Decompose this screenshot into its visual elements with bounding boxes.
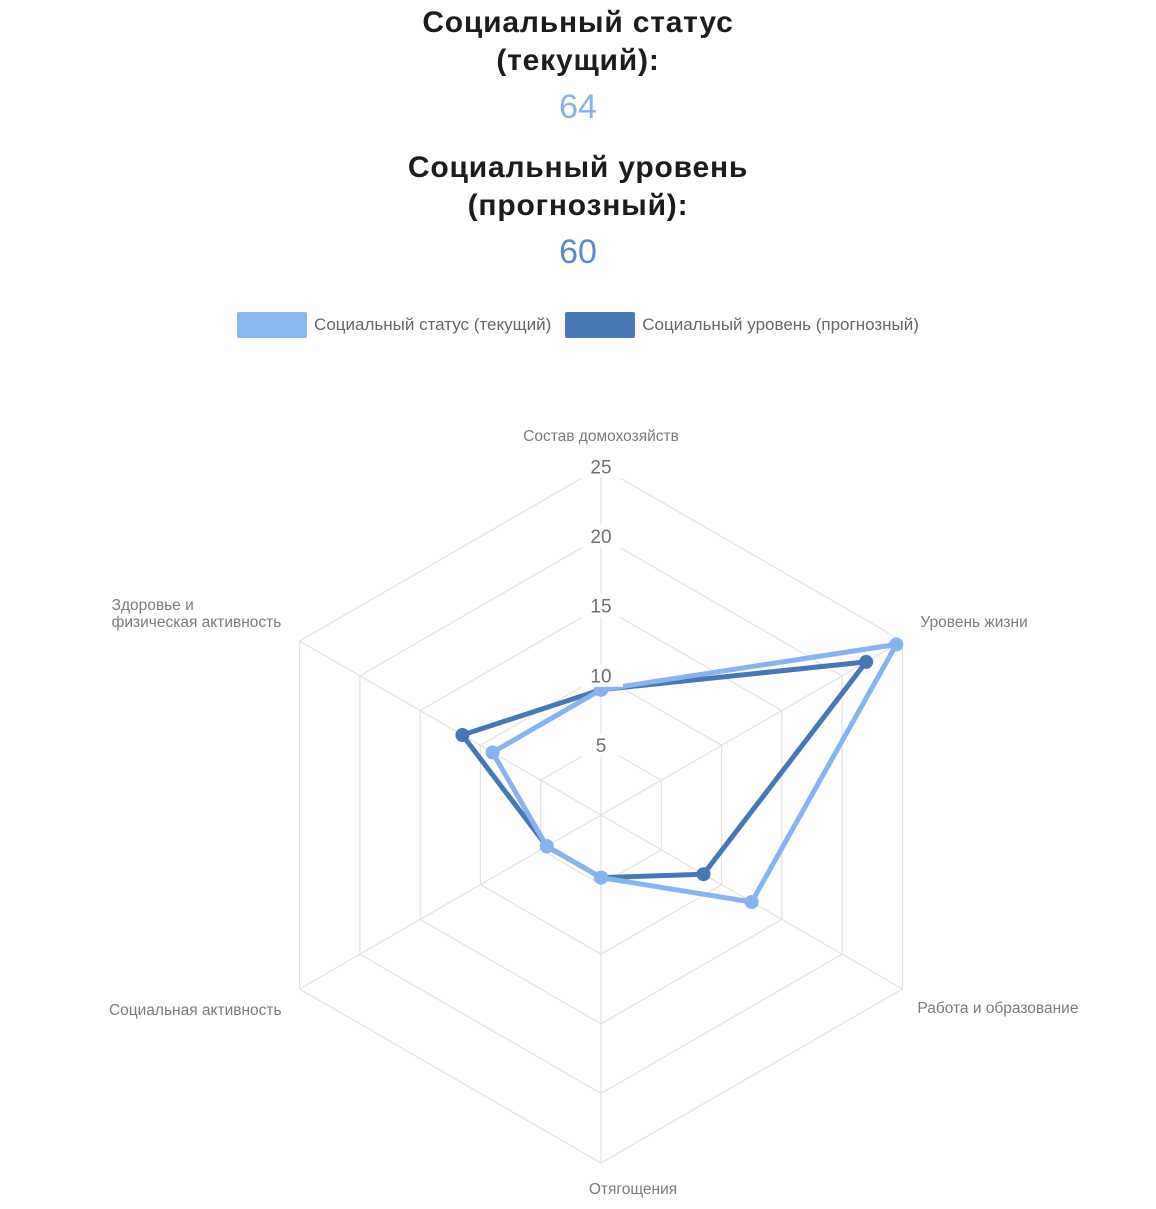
data-point-current bbox=[889, 637, 904, 652]
data-point-forecast bbox=[455, 728, 470, 742]
axis-label: Состав домохозяйств bbox=[523, 428, 679, 445]
axis-spoke bbox=[299, 814, 602, 990]
tick-backdrop bbox=[579, 455, 623, 478]
current-status-title: Социальный статус (текущий): bbox=[422, 6, 734, 77]
legend-label-forecast: Социальный уровень (прогнозный) bbox=[642, 315, 919, 334]
tick-label: 10 bbox=[590, 666, 611, 687]
current-status-value: 64 bbox=[559, 88, 597, 126]
legend-item-current[interactable]: Социальный статус (текущий) bbox=[237, 312, 551, 338]
axis-spoke bbox=[600, 640, 903, 816]
tick-label: 20 bbox=[590, 527, 611, 548]
legend-swatch-forecast bbox=[565, 312, 636, 338]
data-point-forecast bbox=[696, 867, 711, 882]
axis-spoke bbox=[299, 640, 602, 816]
radar-chart: 5 10 15 20 25 Состав домохозяйств Уровень жизн… bbox=[109, 428, 1079, 1198]
tick-backdrop bbox=[579, 663, 623, 687]
tick-backdrop bbox=[579, 524, 623, 548]
axis-label: Работа и образование bbox=[917, 1000, 1078, 1017]
axis-label: физическая активность bbox=[112, 614, 282, 631]
axis-label: Социальная активность bbox=[109, 1002, 282, 1019]
data-point-forecast bbox=[859, 654, 874, 669]
forecast-level-title: Социальный уровень (прогнозный): bbox=[407, 151, 749, 222]
legend-item-forecast[interactable]: Социальный уровень (прогнозный) bbox=[565, 312, 919, 338]
tick-label: 5 bbox=[596, 736, 607, 757]
axis-label: Отягощения bbox=[589, 1181, 677, 1198]
tick-label: 25 bbox=[590, 458, 611, 479]
legend-swatch-current bbox=[237, 312, 308, 338]
tick-backdrop bbox=[579, 733, 623, 757]
chart-legend: Социальный статус (текущий) Социальный у… bbox=[0, 312, 1156, 338]
tick-label: 15 bbox=[590, 597, 611, 618]
data-point-current bbox=[594, 870, 608, 885]
data-point-current bbox=[539, 839, 554, 854]
axis-label: Здоровье и bbox=[112, 597, 194, 614]
tick-backdrop bbox=[579, 594, 623, 618]
data-point-current bbox=[744, 895, 759, 909]
legend-label-current: Социальный статус (текущий) bbox=[314, 315, 552, 334]
axis-label: Уровень жизни bbox=[920, 614, 1027, 631]
forecast-level-value: 60 bbox=[559, 233, 597, 271]
data-point-current bbox=[485, 745, 500, 760]
